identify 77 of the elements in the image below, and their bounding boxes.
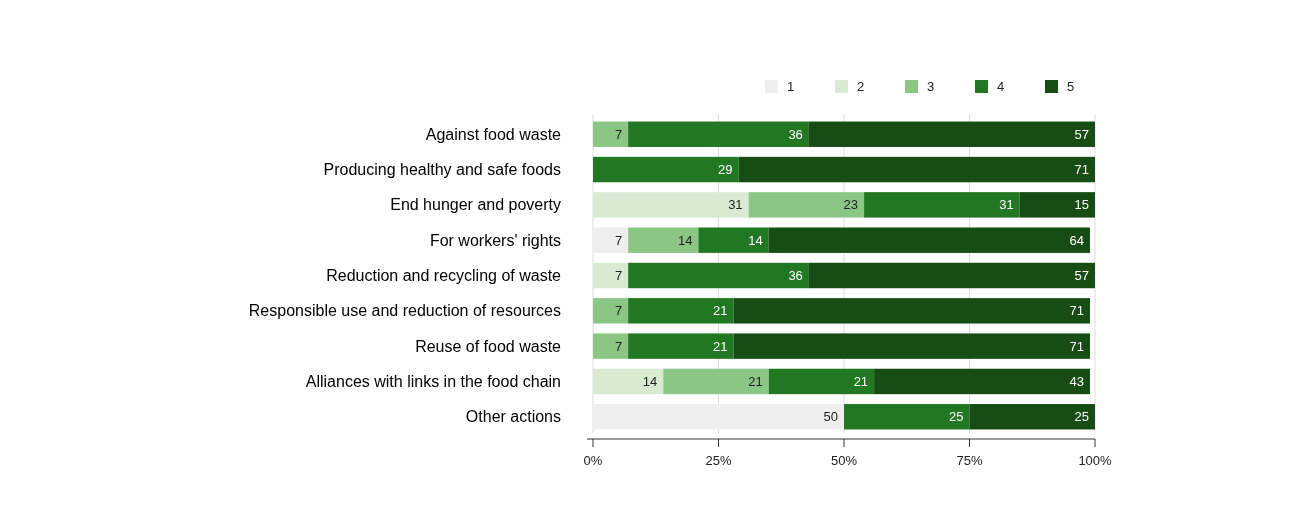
- bar: [844, 404, 970, 430]
- bar: [593, 121, 629, 147]
- y-tick-label: Other actions: [465, 408, 561, 426]
- y-tick-label: Against food waste: [425, 125, 562, 143]
- bar: [733, 333, 1090, 359]
- legend-label: 3: [927, 79, 935, 95]
- bar: [748, 192, 865, 218]
- bar: [874, 368, 1090, 395]
- bar: [733, 298, 1090, 324]
- bar: [969, 404, 1095, 430]
- data-label: 31: [728, 197, 743, 213]
- y-tick-label: Reuse of food waste: [415, 337, 562, 355]
- data-label: 7: [614, 268, 623, 284]
- y-tick-label: End hunger and poverty: [390, 196, 561, 214]
- legend-label: 5: [1067, 79, 1075, 95]
- data-label: 21: [853, 373, 869, 389]
- y-tick-label: Alliances with links in the food chain: [305, 373, 561, 391]
- data-label: 7: [614, 338, 623, 354]
- data-label: 7: [614, 232, 623, 248]
- bar: [628, 227, 699, 253]
- bar: [593, 368, 664, 395]
- legend-label: 1: [787, 79, 795, 95]
- data-label: 71: [1069, 303, 1084, 319]
- data-label: 14: [677, 232, 693, 248]
- data-label: 36: [788, 126, 803, 142]
- x-tick-label: 25%: [705, 453, 732, 468]
- bar: [628, 298, 734, 324]
- data-label: 71: [1069, 338, 1084, 354]
- y-tick-label: Responsible use and reduction of resources: [248, 302, 561, 320]
- x-tick-label: 0%: [583, 453, 603, 468]
- bar: [808, 262, 1095, 289]
- bar: [768, 368, 875, 395]
- bar: [1019, 192, 1095, 218]
- data-label: 36: [788, 268, 803, 284]
- data-label: 15: [1074, 197, 1089, 213]
- data-label: 25: [949, 409, 964, 425]
- data-label: 50: [823, 409, 838, 425]
- bar: [593, 192, 749, 218]
- data-label: 7: [614, 126, 623, 142]
- x-tick-label: 75%: [956, 453, 983, 468]
- bar: [808, 121, 1095, 147]
- data-label: 21: [713, 303, 728, 319]
- data-label: 21: [713, 338, 728, 354]
- y-tick-label: For workers' rights: [429, 231, 561, 249]
- bar: [698, 227, 769, 253]
- legend-label: 4: [997, 79, 1005, 95]
- bar: [593, 156, 739, 183]
- data-label: 31: [999, 197, 1014, 213]
- bar: [663, 368, 769, 395]
- data-label: 71: [1074, 162, 1089, 178]
- data-label: 43: [1069, 373, 1084, 389]
- legend-label: 2: [857, 79, 865, 95]
- data-label: 64: [1069, 232, 1084, 248]
- x-tick-label: 100%: [1078, 453, 1113, 468]
- y-tick-label: Producing healthy and safe foods: [323, 161, 561, 179]
- bar: [593, 298, 629, 324]
- data-label: 57: [1074, 268, 1089, 284]
- bar: [593, 227, 629, 253]
- y-tick-label: Reduction and recycling of waste: [326, 267, 562, 285]
- data-label: 21: [748, 373, 763, 389]
- bar: [864, 192, 1020, 218]
- data-label: 14: [748, 232, 763, 248]
- data-label: 14: [642, 373, 658, 389]
- data-label: 25: [1074, 409, 1089, 425]
- data-label: 57: [1074, 126, 1089, 142]
- bar: [628, 333, 734, 359]
- bar: [593, 404, 844, 430]
- bar: [768, 227, 1090, 253]
- bar: [628, 262, 809, 289]
- x-tick-label: 50%: [830, 453, 858, 468]
- data-label: 7: [614, 303, 623, 319]
- bar: [593, 333, 629, 359]
- bar: [628, 121, 809, 147]
- bar: [593, 262, 629, 289]
- bar: [738, 156, 1095, 183]
- data-label: 23: [843, 197, 859, 213]
- data-label: 29: [718, 162, 733, 178]
